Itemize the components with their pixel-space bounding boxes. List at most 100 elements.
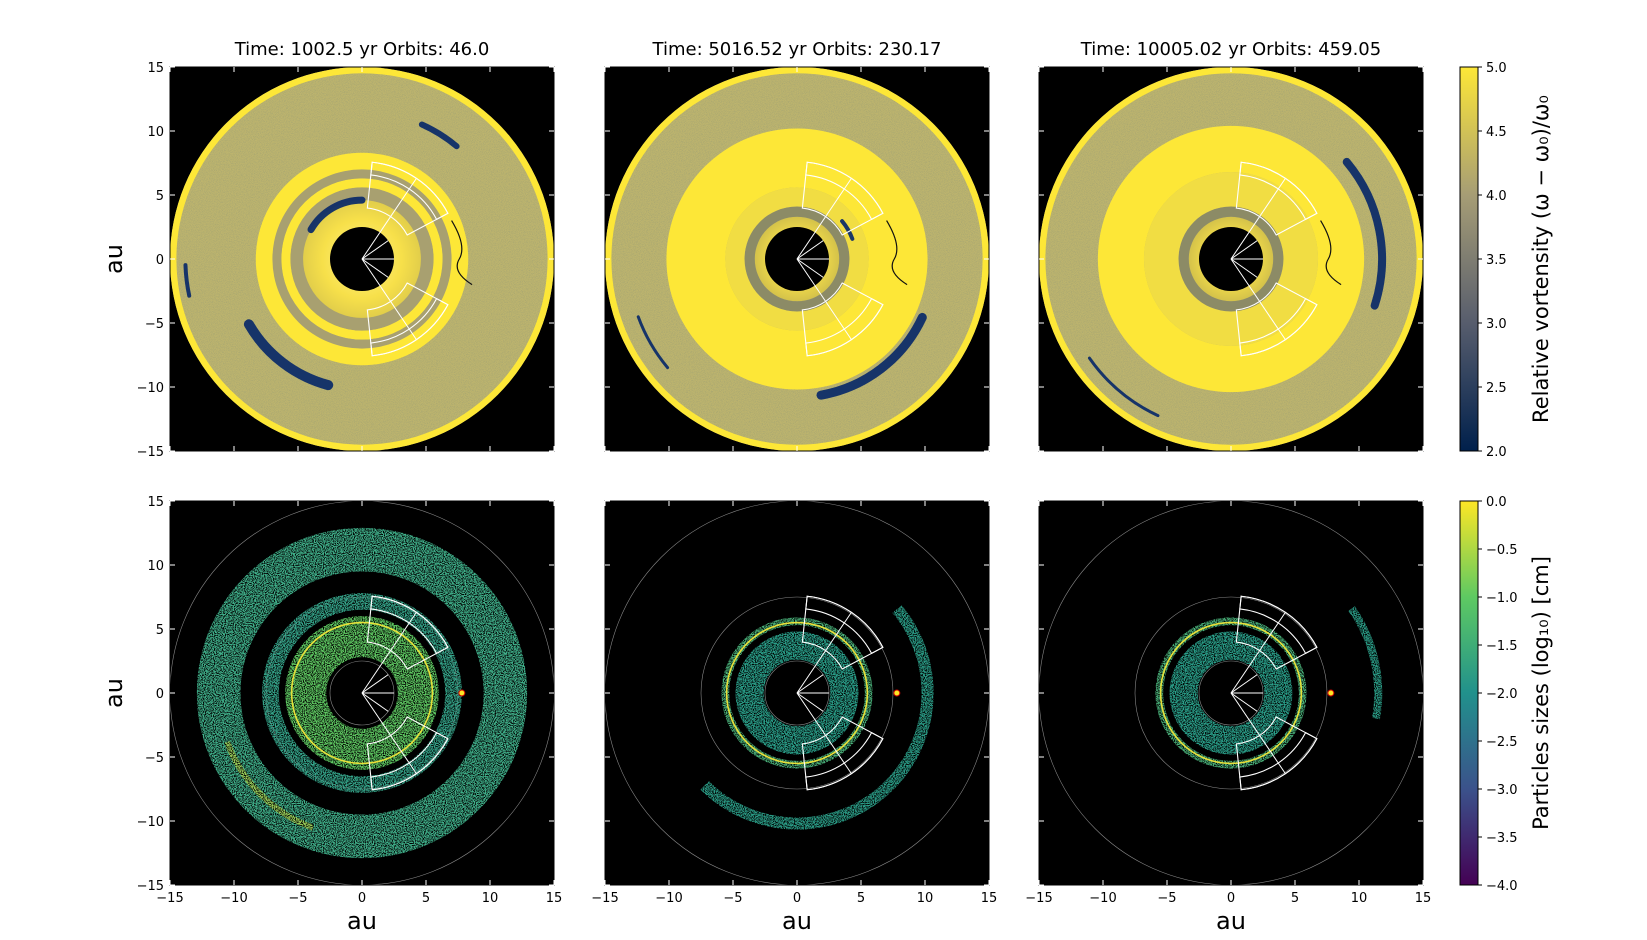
vortensity-panel-3: Time: 10005.02 yr Orbits: 459.05 <box>1038 39 1424 452</box>
wedge-ray <box>361 240 389 260</box>
colorbar-tick-label: −3.5 <box>1486 831 1518 846</box>
analysis-wedge-upper-band <box>805 595 884 655</box>
colorbar-tick-label: 0.0 <box>1486 495 1507 510</box>
colorbar-tick-label: −2.0 <box>1486 687 1518 702</box>
y-tick-label: −5 <box>145 317 164 332</box>
colorbar-tick-label: −2.5 <box>1486 735 1518 750</box>
x-tick-label: 5 <box>422 891 430 906</box>
colorbar-tick-label: −0.5 <box>1486 543 1518 558</box>
mid-yellow <box>1143 171 1319 347</box>
y-tick-label: −10 <box>137 815 164 830</box>
wedge-ray <box>796 674 824 694</box>
vortex-arc <box>1342 157 1386 310</box>
wedge-ray <box>361 258 389 278</box>
colorbar-tick-label: −1.5 <box>1486 639 1518 654</box>
wedge-ray <box>796 258 852 340</box>
wedge-ray <box>361 692 417 774</box>
vortex-arc <box>840 219 855 241</box>
x-tick-label: 15 <box>546 891 563 906</box>
yellow-particle-ring <box>1159 621 1303 765</box>
y-tick-label: −10 <box>137 381 164 396</box>
y-tick-label: 5 <box>156 623 164 638</box>
vortensity-panel-2: Time: 5016.52 yr Orbits: 230.17 <box>604 39 990 452</box>
x-tick-label: 0 <box>1227 891 1235 906</box>
x-tick-label: 10 <box>917 891 934 906</box>
vortex-arc <box>183 263 192 298</box>
x-tick-label: −5 <box>723 891 742 906</box>
wedge-ray <box>796 692 852 774</box>
panel-title: Time: 10005.02 yr Orbits: 459.05 <box>1080 39 1381 60</box>
analysis-wedge-upper-band <box>370 595 449 655</box>
x-tick-label: −10 <box>220 891 247 906</box>
colorbar-tick-label: −1.0 <box>1486 591 1518 606</box>
x-tick-label: −15 <box>156 891 183 906</box>
wedge-ray <box>361 692 389 712</box>
x-tick-label: 5 <box>1291 891 1299 906</box>
wedge-ray <box>796 178 852 260</box>
colorbar-tick-label: −3.0 <box>1486 783 1518 798</box>
x-tick-label: −10 <box>655 891 682 906</box>
axes-ticks: −15 −10 −5 0 5 10 15 15 10 5 0 −5 −10 −15 au au <box>100 495 562 935</box>
x-tick-label: −10 <box>1089 891 1116 906</box>
wedge-ray <box>361 674 389 694</box>
colorbar-colorbar_bottom: −4.0 −3.5 −3.0 −2.5 −2.0 −1.5 −1.0 −0.5 0.0 Parti… <box>1459 495 1553 894</box>
analysis-wedge-upper-band <box>805 161 884 221</box>
vortex-arc <box>636 315 670 370</box>
colorbar-tick-label: 3.5 <box>1486 253 1507 268</box>
colorbar-label: Particles sizes (log₁₀) [cm] <box>1529 556 1553 830</box>
wedge-ray <box>1230 258 1258 278</box>
panel-title: Time: 1002.5 yr Orbits: 46.0 <box>234 39 490 60</box>
wedge-ray <box>361 178 417 260</box>
y-tick-label: 10 <box>147 125 164 140</box>
wedge-ray <box>796 612 852 694</box>
colorbar-gradient <box>1459 66 1479 452</box>
axes-ticks <box>604 66 990 452</box>
wedge-ray <box>1230 178 1286 260</box>
x-tick-label: 15 <box>1415 891 1432 906</box>
particles-panel-3 <box>1038 500 1424 886</box>
analysis-wedge-lower-band <box>370 297 449 357</box>
colorbar-gradient <box>1459 500 1479 886</box>
x-tick-label: 10 <box>482 891 499 906</box>
analysis-wedge-lower-band <box>1239 297 1318 357</box>
y-tick-label: 5 <box>156 189 164 204</box>
axes-ticks: −15 −10 −5 0 5 10 15 au <box>1025 500 1432 935</box>
analysis-wedge-upper-band <box>1239 161 1318 221</box>
outer-particle-arc <box>700 605 934 830</box>
planet-marker <box>458 689 466 697</box>
planet-wake <box>1320 220 1342 286</box>
axes-ticks <box>1038 66 1424 452</box>
colorbar-tick-label: −4.0 <box>1486 879 1518 894</box>
inner-particle-band <box>1169 631 1293 755</box>
x-tick-label: 0 <box>793 891 801 906</box>
analysis-wedge-upper-band <box>370 161 449 221</box>
analysis-wedge-lower-band <box>370 731 449 791</box>
x-tick-label: 10 <box>1351 891 1368 906</box>
vortex-arc <box>307 196 366 234</box>
x-axis-label: au <box>1216 907 1246 935</box>
outer-particle-arc <box>1348 606 1383 720</box>
wedge-ray <box>361 258 417 340</box>
y-tick-label: 0 <box>156 253 164 268</box>
analysis-wedge-upper-band <box>1239 595 1318 655</box>
wedge-ray <box>796 240 824 260</box>
wide-yellow-band <box>1097 125 1365 393</box>
inner-particle-band <box>735 631 859 755</box>
particle-rings <box>700 605 934 830</box>
colorbar-tick-label: 5.0 <box>1486 61 1507 76</box>
axes-ticks: 15 10 5 0 −5 −10 −15 au <box>100 61 555 460</box>
y-tick-label: −15 <box>137 445 164 460</box>
y-tick-label: 15 <box>147 495 164 510</box>
y-tick-label: −15 <box>137 879 164 894</box>
vortex-arc <box>1087 356 1160 418</box>
colorbar-tick-label: 2.0 <box>1486 445 1507 460</box>
analysis-wedge-lower-band <box>1239 731 1318 791</box>
x-tick-label: −5 <box>288 891 307 906</box>
colorbar-label: Relative vortensity (ω − ω₀)/ω₀ <box>1529 95 1553 423</box>
colorbar-tick-label: 2.5 <box>1486 381 1507 396</box>
y-tick-label: 0 <box>156 687 164 702</box>
planet-marker <box>1327 689 1335 697</box>
yellow-particle-ring <box>725 621 869 765</box>
x-tick-label: −15 <box>591 891 618 906</box>
